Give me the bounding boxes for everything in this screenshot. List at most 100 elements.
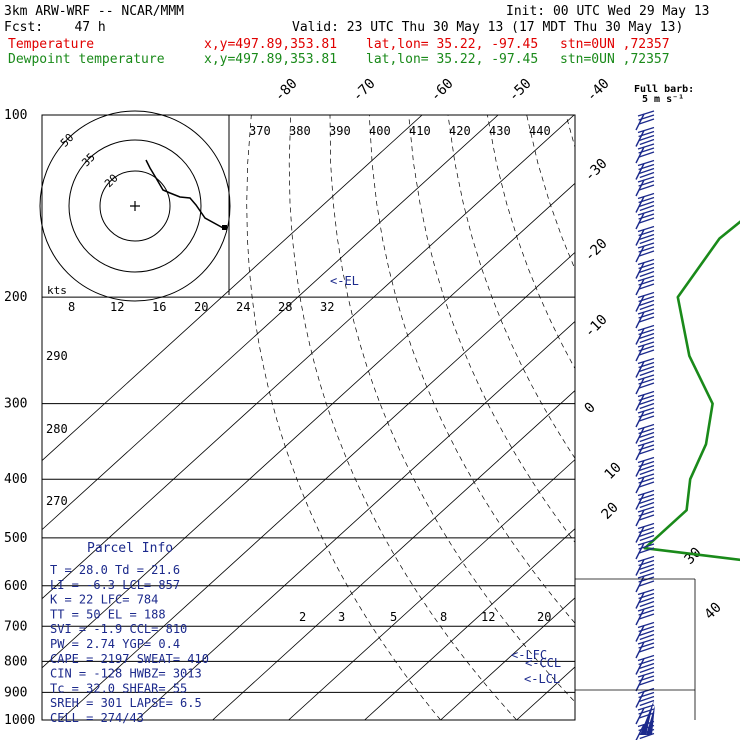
wind-barb-flag <box>638 547 655 554</box>
wind-barb-flag <box>637 456 655 464</box>
wind-barb-flag <box>639 699 655 707</box>
mixing-ratio-label: 12 <box>481 610 495 624</box>
wind-barb-flag <box>638 460 655 468</box>
wind-barb-flag <box>639 567 655 575</box>
theta-label: 380 <box>289 124 311 138</box>
wind-barb-staff <box>635 179 645 197</box>
wind-barb-flag <box>637 225 655 233</box>
dry-adiabat <box>645 115 740 720</box>
wind-barb-flag <box>638 134 655 142</box>
temperature-tick-label: -60 <box>428 76 457 105</box>
wind-barb-flag <box>638 217 655 224</box>
isotherm-line <box>136 320 575 720</box>
wind-barb-staff <box>635 542 645 560</box>
grid-group <box>42 115 740 720</box>
isotherm-line <box>288 459 575 720</box>
wind-barb-staff <box>635 724 645 740</box>
wind-barb-flag <box>638 114 655 121</box>
wind-barb-flag <box>638 233 655 241</box>
wind-barb-flag <box>637 539 655 546</box>
wind-barb-flag <box>638 415 655 422</box>
parcel-info-row: TT = 50 EL = 188 <box>50 607 166 621</box>
pressure-tick-label: 900 <box>4 685 27 700</box>
wind-barb-flag <box>638 361 655 369</box>
wind-barb-flag <box>638 328 655 336</box>
theta-label: 420 <box>449 124 471 138</box>
wind-barb-flag <box>638 229 655 237</box>
isotherm-line <box>42 115 499 531</box>
wind-barb-staff <box>635 394 645 411</box>
dry-adiabat <box>526 115 575 271</box>
hodograph-center <box>130 201 140 211</box>
temperature-xy: x,y=497.89,353.81 <box>204 37 338 52</box>
mixing-ratio-label: 3 <box>338 610 345 624</box>
pressure-tick-label: 800 <box>4 654 27 669</box>
parcel-info-row: SVI = -1.9 CCL= 810 <box>50 622 187 636</box>
wind-barb-flag <box>638 184 655 191</box>
wind-barb-flag <box>638 266 655 274</box>
dewpoint-legend: Dewpoint temperature <box>8 52 165 67</box>
temperature-tick-label: -10 <box>582 312 611 341</box>
wind-barb-flag <box>639 204 655 212</box>
hodograph-speed-tick: 32 <box>320 300 334 314</box>
wind-barb-flag <box>637 390 655 398</box>
wind-barb-flag <box>637 654 655 662</box>
barb-legend-unit: 5 m s⁻¹ <box>642 94 685 105</box>
wind-barb-flag <box>638 196 655 204</box>
isotherm-line <box>42 115 575 600</box>
wind-barb-staff <box>635 377 645 395</box>
theta-label: 290 <box>46 349 68 363</box>
wind-barb-flag <box>637 143 655 150</box>
wind-barb-staff <box>635 295 645 312</box>
wind-barb-flag <box>638 365 655 373</box>
wind-barb-flag <box>638 530 655 538</box>
wind-barb-flag <box>637 506 655 513</box>
hodograph-speed-tick: 28 <box>278 300 292 314</box>
hodograph-ring <box>39 110 231 302</box>
parcel-info-row: CIN = -128 HWBZ= 3013 <box>50 667 202 681</box>
wind-barb-flag <box>638 559 655 567</box>
model-title: 3km ARW-WRF -- NCAR/MMM <box>4 4 185 19</box>
wind-barb-flag <box>638 279 655 286</box>
wind-barb-flag <box>638 163 655 171</box>
wind-barb-flag <box>638 675 655 682</box>
wind-barb-staff <box>635 625 645 642</box>
hodograph-speed-unit: kts <box>47 284 67 297</box>
wind-barb-staff <box>635 493 645 510</box>
wind-barb-flag <box>638 299 655 307</box>
wind-barb-flag <box>638 625 655 633</box>
wind-barb-flag <box>638 695 655 703</box>
dry-adiabat <box>447 115 575 459</box>
isotherm-line <box>669 115 740 720</box>
wind-barb-flag <box>639 666 655 674</box>
wind-barb-flag <box>638 394 655 402</box>
isotherm-line <box>593 115 740 720</box>
wind-barb-flag <box>639 336 655 344</box>
wind-barb-flag <box>638 646 655 653</box>
wind-barb-flag <box>637 489 655 497</box>
theta-label: 400 <box>369 124 391 138</box>
theta-label: 410 <box>409 124 431 138</box>
dry-adiabat <box>487 115 575 370</box>
wind-barb-flag <box>638 147 655 154</box>
theta-label: 270 <box>46 494 68 508</box>
wind-barb-flag <box>638 316 655 323</box>
pressure-tick-label: 200 <box>4 290 27 305</box>
wind-barb-flag <box>638 151 655 158</box>
wind-barb-flag <box>638 629 655 637</box>
wind-barb-flag <box>637 110 655 117</box>
wind-barb-flag <box>639 468 655 476</box>
wind-barb-flag <box>638 130 655 138</box>
wind-barb-flag <box>637 159 655 167</box>
wind-barb-flag <box>638 592 655 600</box>
temperature-tick-label: 10 <box>602 460 625 483</box>
wind-barb-flag <box>638 642 655 649</box>
dry-adiabat <box>723 115 740 720</box>
wind-barb-flag <box>637 687 655 695</box>
wind-barb-staff <box>635 229 645 246</box>
temperature-tick-label: -80 <box>272 76 301 105</box>
wind-barb-flag <box>638 167 655 175</box>
wind-barb-flag <box>638 213 655 220</box>
wind-barb-flag <box>638 295 655 303</box>
wind-barb-staff <box>635 196 645 213</box>
